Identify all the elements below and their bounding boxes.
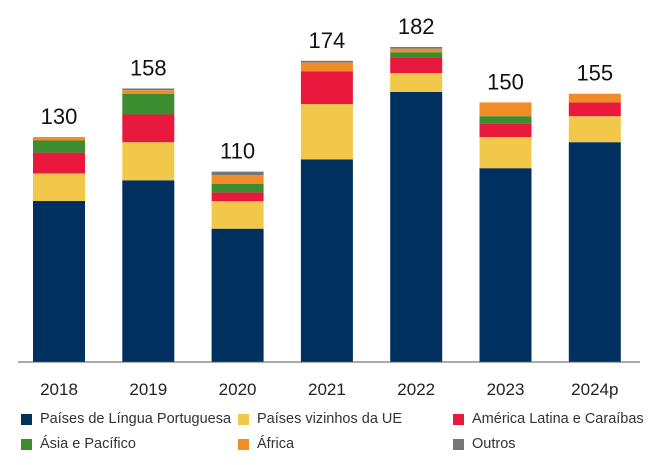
labels-layer: 130 2018 158 2019 110 2020 174 2021 182 2022 150 20… — [40, 14, 618, 399]
bar-segment — [33, 140, 85, 153]
bar-segment — [211, 192, 264, 202]
x-tick-label: 2023 — [487, 380, 525, 399]
bar-segment — [390, 92, 443, 362]
legend-swatch — [453, 438, 464, 450]
bar-segment — [33, 137, 85, 141]
legend: Países de Língua Portuguesa Países vizin… — [0, 400, 653, 465]
bar-segment — [211, 228, 264, 362]
bar-segment — [211, 183, 264, 193]
bar-segment — [479, 168, 532, 362]
x-tick-label: 2021 — [308, 380, 346, 399]
total-label: 182 — [398, 14, 435, 39]
bar-segment — [568, 142, 621, 362]
bar-segment — [390, 52, 443, 58]
total-label: 155 — [576, 61, 613, 86]
bar-segment — [211, 171, 264, 176]
bar-segment — [479, 123, 532, 137]
bar-segment — [390, 73, 443, 92]
legend-item-paises-vizinhos-ue: Países vizinhos da UE — [238, 409, 402, 429]
legend-swatch — [453, 413, 464, 425]
bar-segment — [568, 116, 621, 143]
total-label: 174 — [309, 28, 346, 53]
bar-segment — [122, 114, 175, 143]
bar-segment — [568, 102, 621, 117]
total-label: 110 — [220, 139, 255, 164]
legend-label: Países vizinhos da UE — [257, 411, 403, 427]
legend-item-outros: Outros — [453, 434, 516, 454]
bar-segment — [390, 47, 443, 49]
legend-swatch — [238, 413, 249, 425]
stacked-bar-chart: 130 2018 158 2019 110 2020 174 2021 182 2022 150 20… — [18, 14, 640, 399]
legend-label: África — [257, 436, 295, 452]
bar-segment — [211, 201, 264, 229]
bar-segment — [390, 57, 443, 73]
bar-segment — [479, 137, 532, 169]
bar-segment — [300, 104, 353, 160]
legend-item-asia-pacifico: Ásia e Pacífico — [21, 434, 136, 454]
total-label: 158 — [130, 56, 167, 81]
bar-segment — [479, 116, 532, 124]
total-label: 150 — [487, 69, 524, 94]
legend-swatch — [238, 438, 249, 450]
legend-label: Ásia e Pacífico — [40, 436, 136, 452]
bar-segment — [122, 93, 175, 115]
x-tick-label: 2022 — [397, 380, 435, 399]
bar-segment — [211, 175, 264, 184]
legend-label: América Latina e Caraíbas — [472, 411, 644, 427]
bar-segment — [122, 90, 175, 94]
bar-segment — [479, 102, 532, 117]
bar-segment — [33, 152, 85, 174]
bar-segment — [122, 88, 175, 91]
bar-segment — [300, 62, 353, 72]
total-label: 130 — [41, 104, 78, 129]
x-tick-label: 2019 — [129, 380, 167, 399]
legend-swatch — [21, 413, 32, 425]
bar-segment — [122, 180, 175, 362]
bars-layer — [33, 47, 621, 362]
x-tick-label: 2020 — [219, 380, 257, 399]
legend-swatch — [21, 438, 32, 450]
bar-segment — [33, 201, 85, 362]
bar-segment — [390, 48, 443, 53]
legend-item-paises-lingua-portuguesa: Países de Língua Portuguesa — [21, 409, 231, 429]
bar-segment — [300, 71, 353, 105]
bar-segment — [33, 173, 85, 201]
legend-item-america-latina-caraibas: América Latina e Caraíbas — [453, 409, 644, 429]
legend-label: Países de Língua Portuguesa — [40, 411, 232, 427]
legend-label: Outros — [472, 436, 516, 452]
legend-item-africa: África — [238, 434, 294, 454]
x-tick-label: 2018 — [40, 380, 78, 399]
bar-segment — [300, 159, 353, 362]
bar-segment — [300, 60, 353, 63]
bar-segment — [568, 93, 621, 103]
bar-segment — [122, 142, 175, 181]
x-tick-label: 2024p — [571, 380, 618, 399]
